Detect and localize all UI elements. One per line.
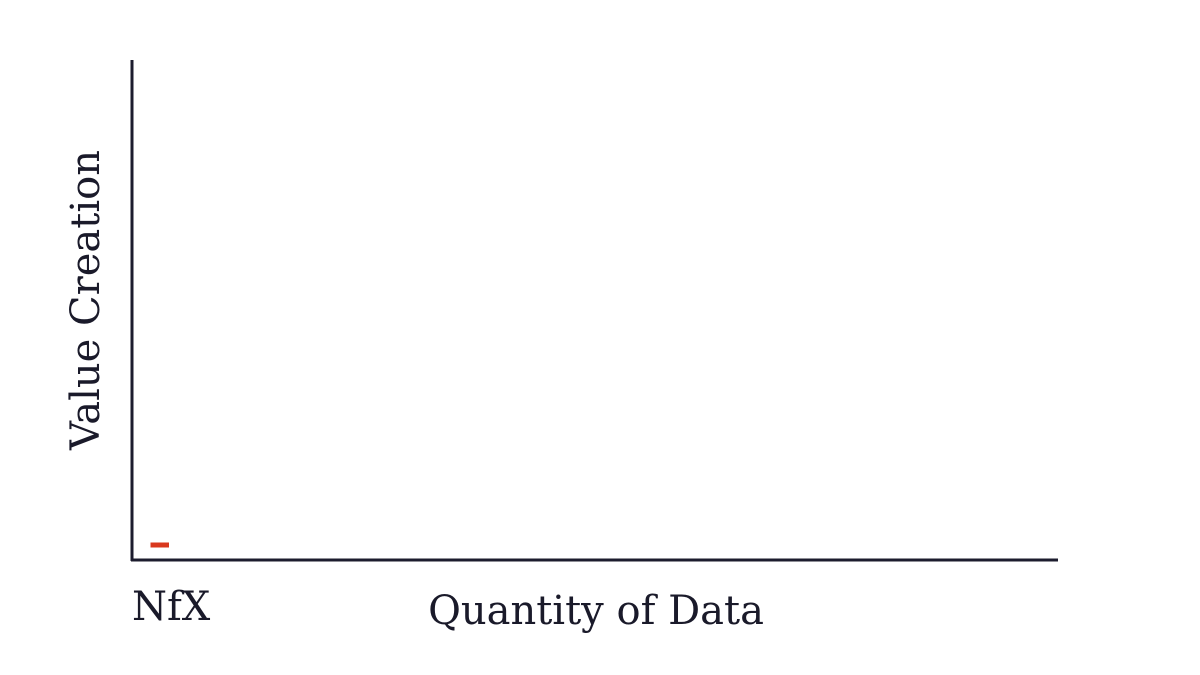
nfx-logo: NfX <box>132 584 211 630</box>
x-axis-label: Quantity of Data <box>428 588 764 634</box>
y-axis-label: Value Creation <box>63 150 109 451</box>
